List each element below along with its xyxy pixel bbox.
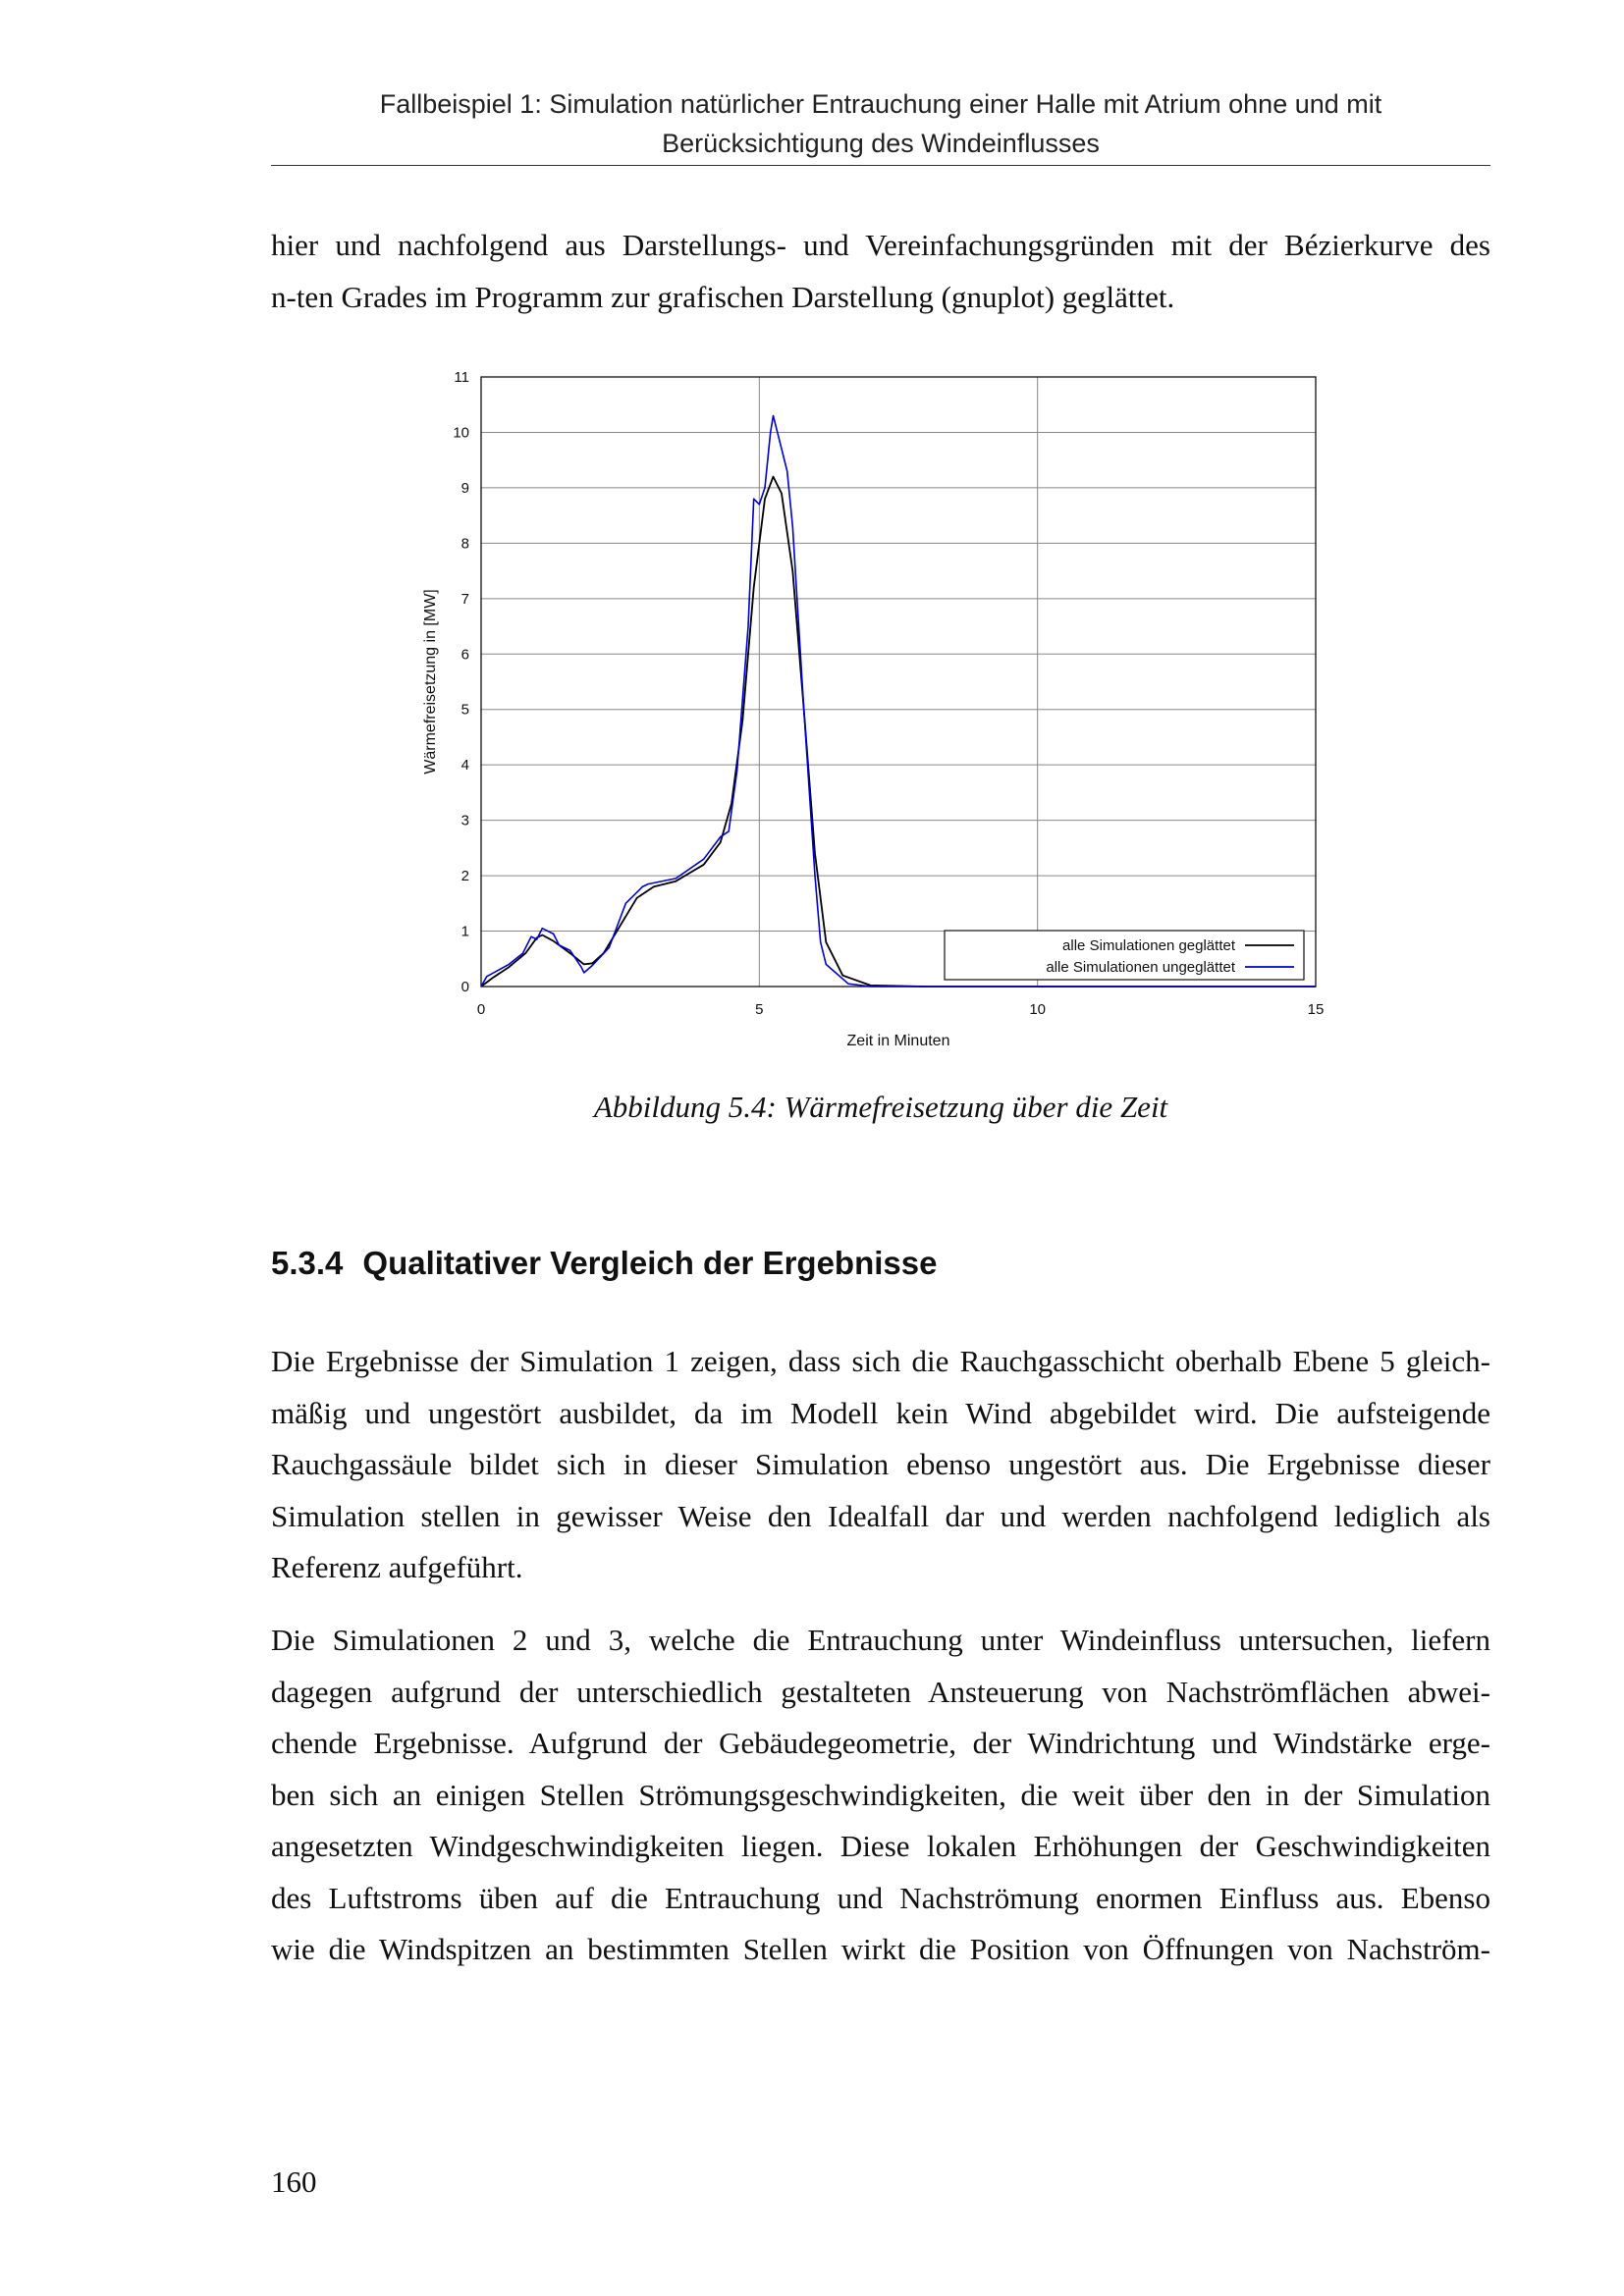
y-tick-label: 1: [461, 924, 469, 940]
text-line: Referenz aufgeführt.: [271, 1550, 523, 1584]
legend-box: [944, 930, 1305, 981]
y-tick-label: 8: [461, 535, 469, 552]
section-title: Qualitativer Vergleich der Ergebnisse: [362, 1245, 938, 1281]
paragraph-1: Die Ergebnisse der Simulation 1 zeigen, …: [271, 1336, 1490, 1594]
figure-caption: Abbildung 5.4: Wärmefreisetzung über die…: [593, 1090, 1168, 1124]
x-tick-label: 10: [1029, 1001, 1046, 1018]
y-tick-label: 9: [461, 480, 469, 497]
running-header-line: Fallbeispiel 1: Simulation natürlicher E…: [379, 89, 1382, 119]
y-tick-label: 2: [461, 868, 469, 884]
y-tick-label: 10: [453, 424, 469, 441]
series-line-smoothed: [480, 475, 1316, 988]
header-rule: [271, 165, 1490, 166]
x-tick-label: 5: [755, 1001, 763, 1018]
page-number: 160: [271, 2164, 317, 2199]
text-line: hier und nachfolgend aus Darstellungs- u…: [271, 228, 1490, 262]
text-line: Simulation stellen in gewisser Weise den…: [271, 1498, 1490, 1533]
x-axis-label: Zeit in Minuten: [847, 1033, 950, 1049]
series-line-unsmoothed: [480, 414, 1316, 988]
text-line: mäßig und ungestört ausbildet, da im Mod…: [271, 1395, 1490, 1430]
paragraph-2: Die Simulationen 2 und 3, welche die Ent…: [271, 1615, 1490, 1976]
y-tick-label: 3: [461, 813, 469, 829]
y-tick-label: 7: [461, 591, 469, 608]
text-line: angesetzten Windgeschwindigkeiten liegen…: [271, 1829, 1490, 1863]
text-line: wie die Windspitzen an bestimmten Stelle…: [271, 1932, 1490, 1966]
y-tick-label: 4: [461, 757, 469, 774]
y-axis-label: Wärmefreisetzung in [MW]: [422, 589, 439, 774]
x-tick-label: 15: [1308, 1001, 1325, 1018]
text-line: ben sich an einigen Stellen Strömungsges…: [271, 1777, 1490, 1812]
intro-paragraph: hier und nachfolgend aus Darstellungs- u…: [271, 220, 1490, 323]
text-line: dagegen aufgrund der unterschiedlich ges…: [271, 1674, 1490, 1709]
text-line: Die Simulationen 2 und 3, welche die Ent…: [271, 1623, 1490, 1657]
heat-release-chart: 0 1 2 3 4 5 6 7 8 9 10 11 0 5 10 15 Zeit in Minuten Wärme…: [422, 369, 1325, 1049]
legend-label: alle Simulationen ungeglättet: [1046, 959, 1235, 976]
legend-label: alle Simulationen geglättet: [1062, 937, 1236, 954]
y-tick-label: 6: [461, 646, 469, 663]
text-line: chende Ergebnisse. Aufgrund der Gebäudeg…: [271, 1726, 1490, 1760]
x-tick-label: 0: [477, 1001, 485, 1018]
running-header-line: Berücksichtigung des Windeinflusses: [662, 129, 1100, 158]
section-number: 5.3.4: [271, 1245, 344, 1281]
running-header: Fallbeispiel 1: Simulation natürlicher E…: [271, 84, 1490, 163]
text-line: Rauchgassäule bildet sich in dieser Simu…: [271, 1447, 1490, 1481]
y-tick-label: 11: [454, 369, 469, 386]
y-tick-label: 0: [461, 979, 469, 995]
y-tick-label: 5: [461, 702, 469, 719]
text-line: n-ten Grades im Programm zur grafischen …: [271, 279, 1175, 314]
section-heading: 5.3.4 Qualitativer Vergleich der Ergebnis…: [271, 1245, 937, 1282]
text-line: des Luftstroms üben auf die Entrauchung …: [271, 1880, 1490, 1915]
text-line: Die Ergebnisse der Simulation 1 zeigen, …: [271, 1344, 1490, 1378]
plot-frame: [480, 376, 1317, 988]
